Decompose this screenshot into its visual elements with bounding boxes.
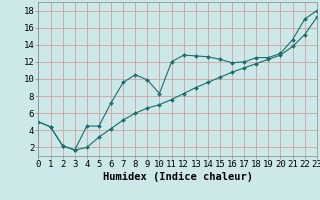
X-axis label: Humidex (Indice chaleur): Humidex (Indice chaleur) — [103, 172, 252, 182]
